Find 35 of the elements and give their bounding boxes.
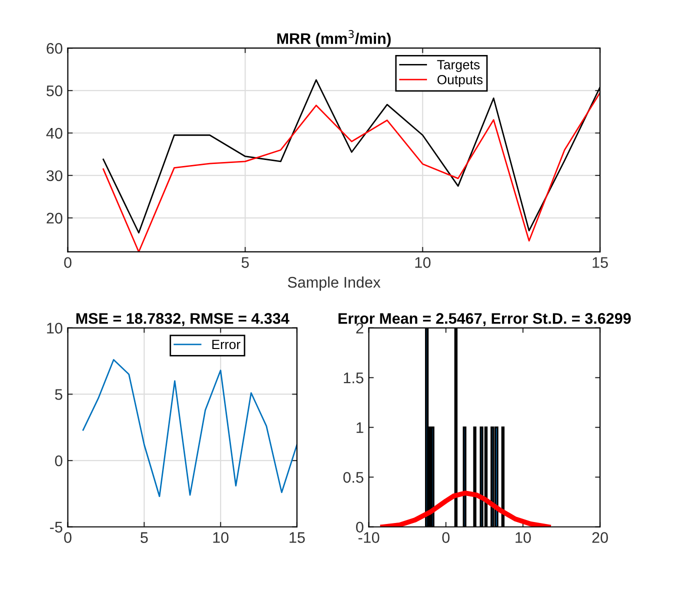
- y-tick-label: 30: [46, 170, 62, 182]
- y-tick-label: 0.5: [343, 472, 364, 483]
- x-tick-label: 10: [415, 257, 431, 268]
- y-tick-label: 60: [46, 42, 62, 54]
- chart-title: MSE = 18.7832, RMSE = 4.334: [76, 313, 290, 326]
- y-tick-label: 5: [55, 389, 62, 400]
- x-tick-label: 10: [213, 532, 228, 543]
- y-tick-label: 40: [46, 128, 62, 139]
- y-tick-label: -5: [50, 522, 62, 533]
- x-tick-label: 0: [442, 532, 450, 543]
- line-series: [82, 359, 297, 498]
- x-tick-label: 15: [592, 257, 608, 268]
- x-axis-title: Sample Index: [288, 276, 380, 291]
- y-tick-label: 20: [46, 212, 62, 224]
- chart-title: MRR (mm$^{3}$/min): [277, 30, 391, 47]
- line-series: [102, 92, 600, 252]
- legend-label: Targets: [437, 60, 480, 72]
- y-tick-label: 1.5: [344, 372, 364, 384]
- x-tick-label: 5: [242, 257, 249, 268]
- x-tick-label: 5: [140, 532, 148, 543]
- x-tick-label: 0: [64, 257, 72, 268]
- y-tick-label: 10: [47, 322, 62, 334]
- x-tick-label: 0: [64, 532, 72, 543]
- x-tick-label: -10: [358, 532, 380, 543]
- legend-label: Outputs: [437, 74, 483, 87]
- line-series: [380, 490, 551, 527]
- y-tick-label: 0: [55, 455, 62, 466]
- y-tick-label: 2: [356, 322, 364, 334]
- legend-label: Error: [212, 340, 240, 350]
- x-tick-label: 15: [290, 532, 305, 543]
- y-tick-label: 0: [356, 522, 364, 533]
- x-tick-label: 20: [592, 532, 608, 543]
- x-tick-label: 10: [516, 532, 531, 543]
- y-tick-label: 1: [356, 422, 364, 433]
- y-tick-label: 50: [46, 85, 62, 96]
